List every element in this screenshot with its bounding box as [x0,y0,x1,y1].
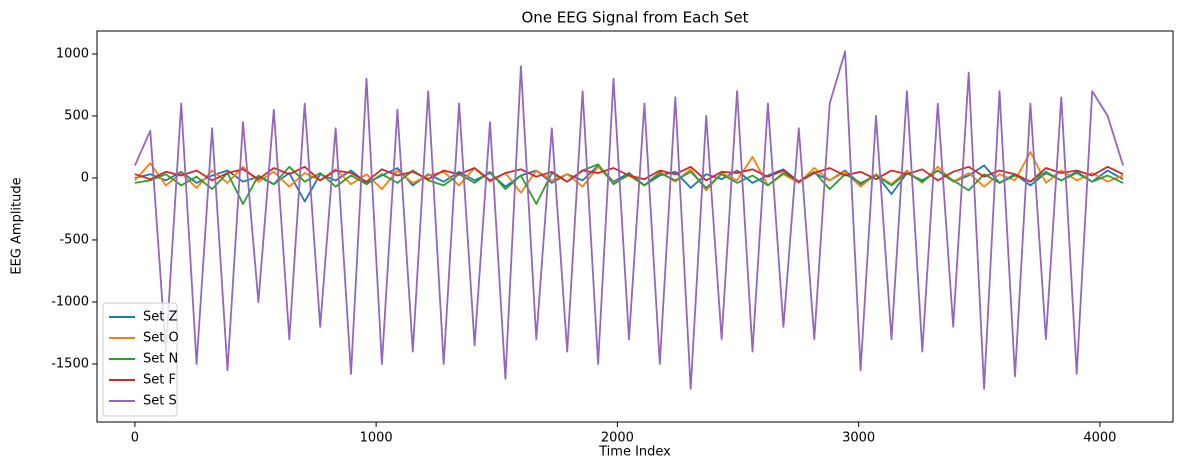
y-tick-label: 0 [81,170,89,185]
legend-label: Set S [143,394,177,409]
legend-label: Set F [143,373,176,388]
x-tick-label: 2000 [601,431,634,446]
y-tick-label: -1000 [51,294,89,309]
legend-label: Set Z [143,310,177,325]
plot-frame [96,30,1174,423]
y-tick-label: -500 [59,232,89,247]
x-tick-label: 0 [131,431,139,446]
legend-label: Set N [143,352,178,367]
chart-title: One EEG Signal from Each Set [522,9,749,27]
y-tick-label: 500 [64,108,89,123]
x-tick-label: 3000 [842,431,875,446]
y-tick-label: 1000 [56,46,89,61]
y-axis-label: EEG Amplitude [10,177,25,274]
x-tick-label: 1000 [360,431,393,446]
x-tick-label: 4000 [1083,431,1116,446]
legend-box [102,302,178,417]
series-line [134,50,1124,390]
legend-label: Set O [143,331,179,346]
y-tick-label: -1500 [51,356,89,371]
x-axis-label: Time Index [598,445,671,460]
